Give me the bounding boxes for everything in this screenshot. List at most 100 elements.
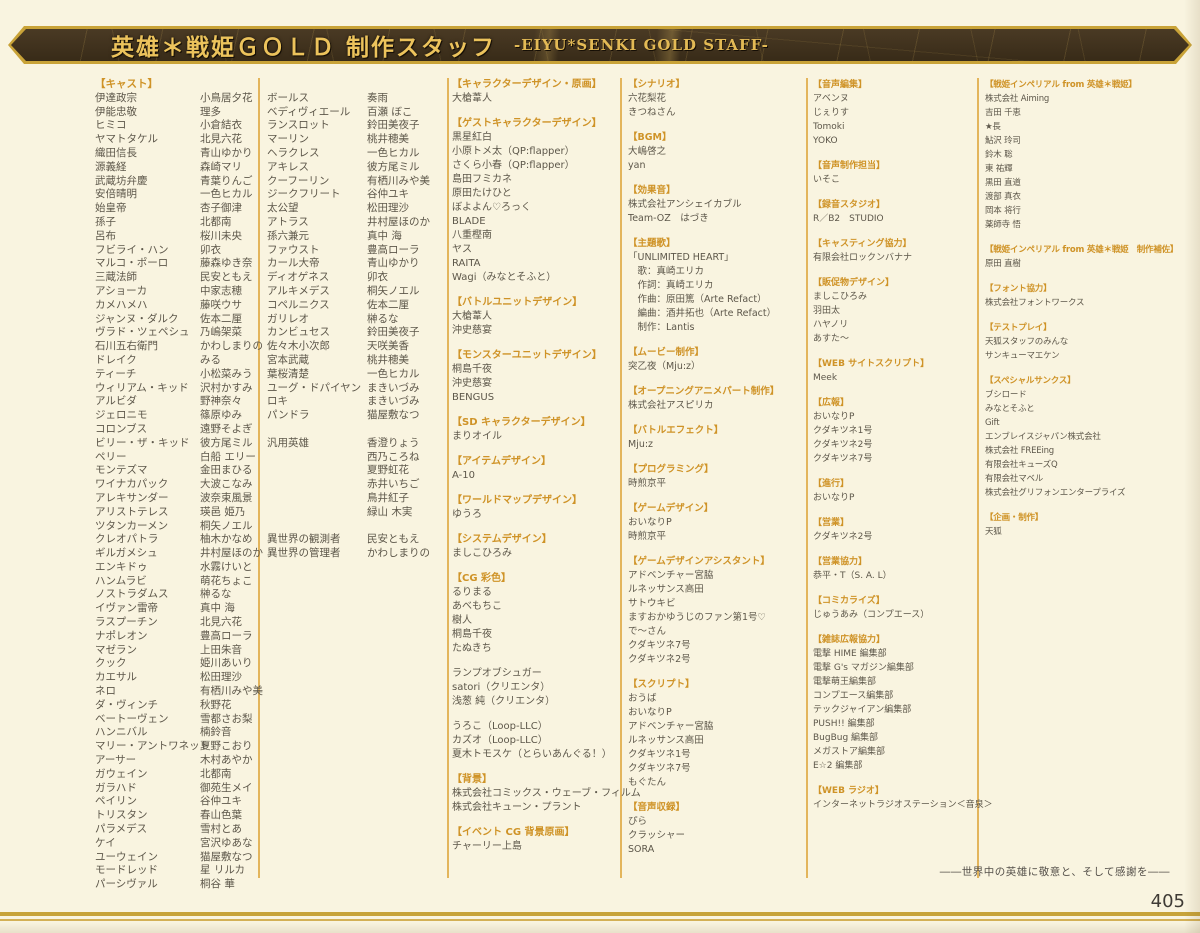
cast-character-name: クック bbox=[95, 657, 127, 670]
cast-character-name: アレキサンダー bbox=[95, 491, 169, 504]
cast-character-name: ユーウェイン bbox=[95, 850, 158, 863]
cast-row: コロンブス 遠野そよぎ bbox=[95, 423, 255, 437]
cast-actor-name: 青山ゆかり bbox=[200, 146, 253, 159]
cast-character-name: ガラハド bbox=[95, 781, 137, 794]
cast-row: ウィリアム・キッド 沢村かすみ bbox=[95, 382, 255, 396]
cast-row: 伊能忠敬 理多 bbox=[95, 106, 255, 120]
cast-actor-name: 理多 bbox=[200, 105, 221, 118]
cast-character-name: ツタンカーメン bbox=[95, 519, 169, 532]
credit-item: さくら小春（QP:flapper） bbox=[452, 160, 575, 171]
cast-row: ドレイク みる bbox=[95, 354, 255, 368]
section-gap bbox=[628, 790, 808, 801]
section-gap bbox=[985, 232, 1177, 243]
credit-item: 小原トメ太（QP:flapper） bbox=[452, 146, 575, 157]
cast-row: 武蔵坊弁慶 青葉りんご bbox=[95, 175, 255, 189]
cast-character-name: マゼラン bbox=[95, 643, 137, 656]
cast-row: ワイナカパック 大波こなみ bbox=[95, 478, 255, 492]
cast-character-name: カンビュセス bbox=[267, 326, 330, 339]
cast-row: 異世界の管理者 かわしまりの bbox=[267, 547, 445, 561]
credit-item: じぇりす bbox=[813, 108, 850, 118]
cast-row: エンキドゥ 水霧けいと bbox=[95, 561, 255, 575]
section-heading: 【音声制作担当】 bbox=[813, 161, 886, 171]
cast-character-name: パーシヴァル bbox=[95, 878, 158, 891]
cast-character-name: 孫子 bbox=[95, 215, 116, 228]
cast-row: 太公望 松田理沙 bbox=[267, 202, 445, 216]
credit-item: 鈴木 聡 bbox=[985, 150, 1013, 160]
credit-item: クダキツネ2号 bbox=[628, 654, 691, 665]
cast-actor-name: 民安ともえ bbox=[367, 533, 420, 546]
cast-actor-name: 野神奈々 bbox=[200, 395, 242, 408]
credit-item: テックジャイアン編集部 bbox=[813, 705, 912, 715]
section-gap bbox=[628, 226, 808, 237]
cast-character-name: ビリー・ザ・キッド bbox=[95, 436, 190, 449]
cast-row: ランスロット 鈴田美夜子 bbox=[267, 119, 445, 133]
cast-actor-name: 北見六花 bbox=[200, 616, 242, 629]
cast-actor-name: 雪都さお梨 bbox=[200, 712, 253, 725]
section-gap bbox=[813, 622, 981, 633]
cast-row: ベディヴィエール 百瀬 ぼこ bbox=[267, 106, 445, 120]
cast-character-name: ナポレオン bbox=[95, 629, 148, 642]
cast-row: ファウスト 豊高ローラ bbox=[267, 244, 445, 258]
credit-item: みなとそふと bbox=[985, 404, 1035, 414]
section-gap bbox=[985, 310, 1177, 321]
section-gap bbox=[813, 505, 981, 516]
section-gap bbox=[813, 265, 981, 276]
section-heading: 【ゲームデザインアシスタント】 bbox=[628, 556, 770, 567]
cast-actor-name: 鈴田美夜子 bbox=[367, 326, 420, 339]
cast-actor-name: みる bbox=[200, 353, 221, 366]
credit-item: 突乙夜（Mju:z） bbox=[628, 361, 701, 372]
section-gap bbox=[813, 773, 981, 784]
cast-actor-name: 杏子御津 bbox=[200, 202, 242, 215]
credit-item: 有限会社ロックンバナナ bbox=[813, 253, 913, 263]
cast-character-name: ノストラダムス bbox=[95, 588, 169, 601]
credit-item: チャーリー上島 bbox=[452, 841, 522, 852]
credit-item: 作曲：原田篤（Arte Refact） bbox=[628, 294, 767, 305]
cast-actor-name: 萌花ちょこ bbox=[200, 574, 253, 587]
cast-character-name: パンドラ bbox=[267, 409, 310, 422]
credit-item: PUSH!! 編集部 bbox=[813, 719, 875, 729]
credit-item: ★長 bbox=[985, 122, 1001, 132]
section-heading: 【システムデザイン】 bbox=[452, 534, 552, 545]
cast-actor-name: 西乃ころね bbox=[367, 450, 420, 463]
cast-row: ガウェイン 北都南 bbox=[95, 768, 255, 782]
cast-actor-name: 青山ゆかり bbox=[367, 257, 420, 270]
credit-item: 制作：Lantis bbox=[628, 322, 695, 333]
credit-item: ルネッサンス高田 bbox=[628, 584, 704, 595]
cast-character-name: ファウスト bbox=[267, 243, 320, 256]
section-gap bbox=[452, 709, 620, 720]
cast-character-name: 孫六兼元 bbox=[267, 229, 309, 242]
cast-character-name: カメハメハ bbox=[95, 298, 148, 311]
cast-character-name: ヒミコ bbox=[95, 119, 127, 132]
section-heading: 【雑誌広報協力】 bbox=[813, 635, 886, 645]
section-heading: 【バトルユニットデザイン】 bbox=[452, 297, 583, 308]
section-heading: 【営業協力】 bbox=[813, 557, 868, 567]
cast-character-name: フビライ・ハン bbox=[95, 243, 169, 256]
credit-item: 天狐 bbox=[985, 527, 1002, 537]
section-heading: 【進行】 bbox=[813, 479, 850, 489]
cast-row: ジークフリート 谷仲ユキ bbox=[267, 188, 445, 202]
cast-row: 異世界の観測者 民安ともえ bbox=[267, 533, 445, 547]
section-heading: 【コミカライズ】 bbox=[813, 596, 885, 606]
cast-actor-name: 北都南 bbox=[200, 767, 232, 780]
cast-row: ヒミコ 小倉結衣 bbox=[95, 119, 255, 133]
credit-item: おいなりP bbox=[628, 707, 672, 718]
cast-actor-name: まきいづみ bbox=[367, 395, 420, 408]
cast-actor-name: 御苑生メイ bbox=[200, 781, 253, 794]
credit-item: Gift bbox=[985, 418, 1000, 428]
cast-row: ヴラド・ツェペシュ 乃嶋架菜 bbox=[95, 326, 255, 340]
cast-actor-name: 彼方尾ミル bbox=[200, 436, 253, 449]
cast-actor-name: 鈴田美夜子 bbox=[367, 119, 420, 132]
cast-character-name: ティーチ bbox=[95, 367, 137, 380]
section-gap bbox=[628, 120, 808, 131]
cast-character-name: 安倍晴明 bbox=[95, 188, 137, 201]
cast-character-name: エンキドゥ bbox=[95, 560, 148, 573]
section-heading: 【ワールドマップデザイン】 bbox=[452, 495, 582, 506]
credit-item: R／B2 STUDIO bbox=[813, 214, 884, 224]
section-heading: 【販促物デザイン】 bbox=[813, 278, 895, 288]
credit-item: Wagi（みなとそふと） bbox=[452, 272, 557, 283]
cast-row bbox=[267, 520, 445, 534]
credit-item: 歌：真崎エリカ bbox=[628, 266, 705, 277]
section-gap bbox=[452, 285, 620, 296]
credit-item: Mju:z bbox=[628, 439, 654, 450]
